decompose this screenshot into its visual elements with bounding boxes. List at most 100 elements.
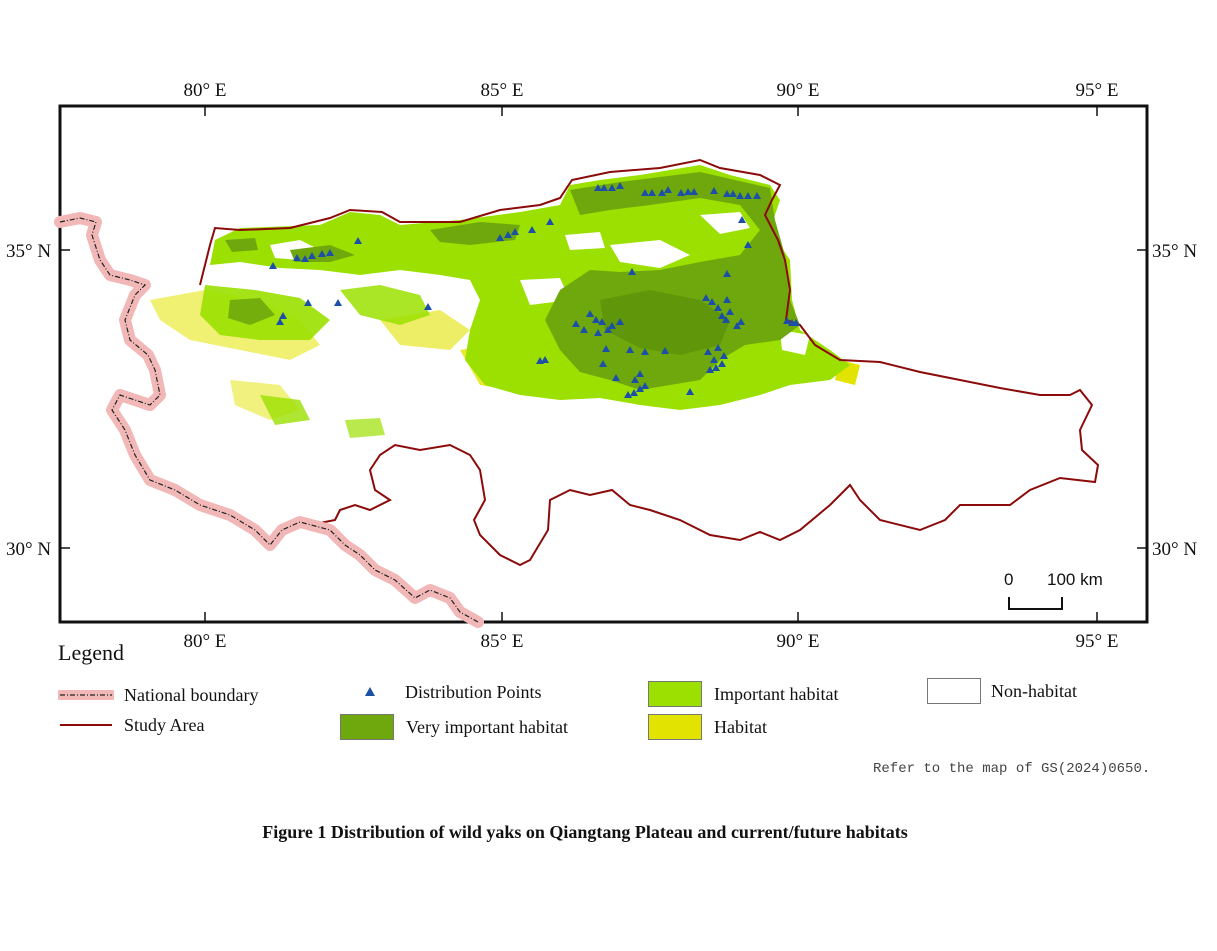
distribution-point [630, 389, 638, 396]
lon-label-90-bottom: 90° E [777, 631, 820, 652]
lon-label-95-top: 95° E [1076, 80, 1119, 101]
distribution-point [326, 249, 334, 256]
distribution-point [572, 320, 580, 327]
distribution-point [706, 366, 714, 373]
distribution-point [686, 388, 694, 395]
distribution-point [710, 356, 718, 363]
very-important-swatch [340, 714, 394, 740]
figure-caption: Figure 1 Distribution of wild yaks on Qi… [262, 822, 908, 842]
lat-label-35-left: 35° N [6, 241, 51, 262]
lon-label-85-top: 85° E [481, 80, 524, 101]
national-boundary-swatch [58, 690, 114, 700]
legend-item-habitat: Habitat [648, 714, 767, 740]
distribution-point [631, 376, 639, 383]
distribution-point [586, 310, 594, 317]
distribution-point [648, 189, 656, 196]
distribution-point [541, 356, 549, 363]
distribution-point [580, 326, 588, 333]
distribution-point [792, 319, 800, 326]
distribution-point [714, 304, 722, 311]
lon-label-95-bottom: 95° E [1076, 631, 1119, 652]
study-area-boundary [199, 158, 1100, 567]
lon-label-90-top: 90° E [777, 80, 820, 101]
distribution-point [690, 188, 698, 195]
distribution-point [722, 316, 730, 323]
legend-label-habitat: Habitat [714, 716, 767, 737]
lat-label-30-right: 30° N [1152, 539, 1197, 560]
legend-item-important: Important habitat [648, 681, 838, 707]
important-swatch [648, 681, 702, 707]
very-important-habitat-layer [225, 172, 800, 390]
distribution-point [726, 308, 734, 315]
scale-bar-start: 0 [1004, 570, 1013, 589]
distribution-point [616, 182, 624, 189]
distribution-point [636, 370, 644, 377]
distribution-point [624, 391, 632, 398]
legend-item-distribution-points: Distribution Points [355, 681, 542, 703]
distribution-point [598, 318, 606, 325]
distribution-point [753, 192, 761, 199]
distribution-point [308, 252, 316, 259]
distribution-point [334, 299, 342, 306]
distribution-point [602, 345, 610, 352]
distribution-point [636, 385, 644, 392]
habitat-swatch [648, 714, 702, 740]
distribution-point [729, 190, 737, 197]
distribution-point [712, 364, 720, 371]
lon-label-85-bottom: 85° E [481, 631, 524, 652]
distribution-point [783, 317, 791, 324]
distribution-point [736, 192, 744, 199]
distribution-point [599, 360, 607, 367]
distribution-point [424, 303, 432, 310]
legend-item-national-boundary: National boundary [58, 684, 258, 706]
distribution-point [608, 322, 616, 329]
distribution-point [301, 255, 309, 262]
distribution-points [269, 182, 800, 398]
distribution-point [269, 262, 277, 269]
distribution-point [704, 348, 712, 355]
triangle-icon [365, 687, 375, 696]
distribution-point [641, 382, 649, 389]
graticule-ticks [60, 106, 1147, 622]
distribution-point [684, 188, 692, 195]
distribution-point [641, 189, 649, 196]
distribution-point [733, 322, 741, 329]
distribution-point [304, 299, 312, 306]
legend-label-national-boundary: National boundary [124, 684, 259, 705]
non-habitat-swatch [927, 678, 981, 704]
lon-label-80-top: 80° E [184, 80, 227, 101]
distribution-point [714, 344, 722, 351]
legend-item-study-area: Study Area [58, 714, 205, 736]
scale-bar-end: 100 km [1047, 570, 1103, 589]
distribution-point [720, 352, 728, 359]
study-area-swatch [60, 724, 112, 726]
distribution-point [276, 318, 284, 325]
scale-bar: 0 100 km [1004, 570, 1103, 610]
distribution-point [293, 254, 301, 261]
distribution-point [612, 374, 620, 381]
distribution-point [626, 346, 634, 353]
distribution-point [496, 234, 504, 241]
distribution-point [718, 360, 726, 367]
legend-item-very-important: Very important habitat [340, 714, 568, 740]
distribution-point [677, 189, 685, 196]
distribution-point [318, 250, 326, 257]
distribution-point [738, 216, 746, 223]
legend-label-important: Important habitat [714, 683, 839, 704]
national-boundary [54, 212, 484, 628]
distribution-point [664, 186, 672, 193]
distribution-point [616, 318, 624, 325]
legend-label-very-important: Very important habitat [406, 716, 568, 737]
legend-title: Legend [58, 640, 124, 665]
legend-item-non-habitat: Non-habitat [927, 678, 1077, 704]
distribution-point [723, 190, 731, 197]
distribution-point [658, 189, 666, 196]
legend-label-non-habitat: Non-habitat [991, 680, 1077, 701]
distribution-point [628, 268, 636, 275]
distribution-point [718, 312, 726, 319]
distribution-point [546, 218, 554, 225]
distribution-point [744, 192, 752, 199]
distribution-point [592, 316, 600, 323]
